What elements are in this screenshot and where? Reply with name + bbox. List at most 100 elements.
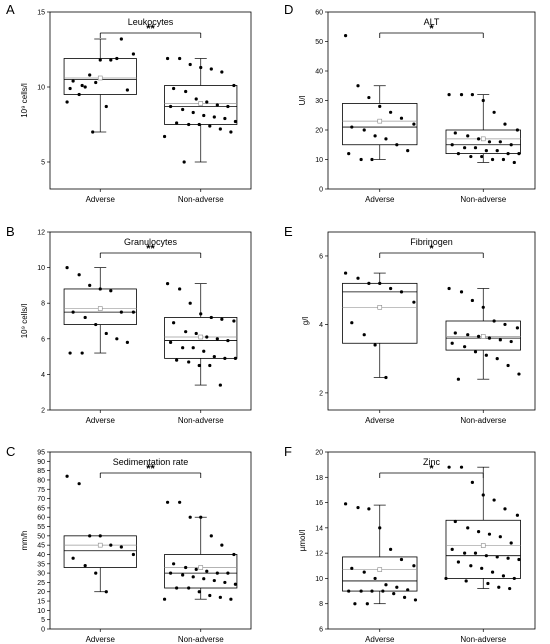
data-point [104,331,108,336]
data-point [356,506,360,510]
panel-letter: C [6,444,15,459]
data-point [162,134,167,139]
plot-frame [49,231,252,411]
data-point [484,149,488,153]
y-tick-label: 70 [37,496,45,503]
data-point [223,116,227,121]
data-point [413,598,418,602]
data-point [83,315,87,320]
data-point [356,276,360,280]
data-point [450,143,454,147]
data-point [362,333,366,337]
data-point [343,34,348,38]
data-point [202,113,206,118]
y-tick-label: 5 [41,160,45,167]
data-point [466,526,470,530]
data-point [229,130,233,134]
data-point [199,515,203,519]
data-point [509,541,513,545]
data-point [365,602,369,606]
y-tick-label: 8 [319,601,323,608]
data-point [226,571,230,575]
data-point [498,338,502,342]
mean-marker [377,118,383,124]
data-point [370,589,374,593]
data-point [232,83,236,88]
data-point [343,502,348,506]
mean-marker [377,305,383,310]
data-point [178,500,182,504]
panel-a: A Leukocytes 5 10 15 10⁹ cells/l Adverse Non-ad… [6,2,252,204]
y-tick-label: 20 [315,450,323,457]
data-point [80,83,84,88]
significance-marker: * [429,243,434,255]
y-tick-label: 2 [41,408,45,415]
box-adverse [342,504,418,605]
data-point [515,128,520,132]
data-point [181,107,185,112]
data-point [353,602,357,606]
data-point [509,143,513,147]
y-tick-label: 10 [37,265,45,272]
data-point [367,281,371,285]
panel-letter: B [6,224,15,239]
data-point [212,355,216,359]
data-point [215,103,219,107]
data-point [131,552,136,557]
data-point [456,377,461,381]
data-point [218,383,222,387]
data-point [517,557,521,562]
data-point [194,331,198,336]
data-point [463,345,467,349]
data-point [215,571,219,575]
data-point [98,534,102,538]
data-point [199,312,203,316]
category-label: Adverse [365,635,395,644]
data-point [508,586,512,591]
data-point [470,480,474,484]
category-label: Adverse [86,416,116,425]
data-point [378,281,382,285]
data-point [356,84,360,88]
data-point [88,534,92,538]
data-point [490,570,495,574]
data-point [94,80,98,85]
data-point [212,115,216,119]
data-point [378,104,382,108]
data-point [197,122,201,127]
data-point [484,554,488,558]
box-non-adverse [445,466,521,589]
data-point [175,586,179,590]
significance-marker: ** [146,243,155,255]
data-point [509,339,513,344]
data-point [470,93,474,97]
data-point [389,286,393,291]
data-point [447,93,451,97]
data-point [199,65,203,70]
y-tick-label: 2 [319,390,323,397]
data-point [399,290,404,294]
data-point [197,590,201,594]
y-tick-label: 5 [41,617,45,624]
mean-marker [480,136,486,142]
data-point [165,500,170,504]
y-tick-label: 10 [315,576,323,583]
data-point [169,340,173,344]
data-point [481,305,485,309]
data-point [373,343,377,347]
data-point [181,346,185,350]
category-label: Adverse [365,416,395,425]
data-point [218,595,222,599]
y-tick-label: 10 [315,157,323,164]
y-tick-label: 50 [315,39,323,46]
plot-frame [327,451,536,630]
y-tick-label: 18 [315,475,323,482]
data-point [191,110,195,115]
data-point [459,290,464,294]
significance-marker: ** [146,23,155,35]
data-point [229,597,233,601]
panel-letter: E [284,224,293,239]
y-tick-label: 65 [37,505,45,512]
y-tick-label: 80 [37,477,45,484]
data-point [181,573,185,577]
